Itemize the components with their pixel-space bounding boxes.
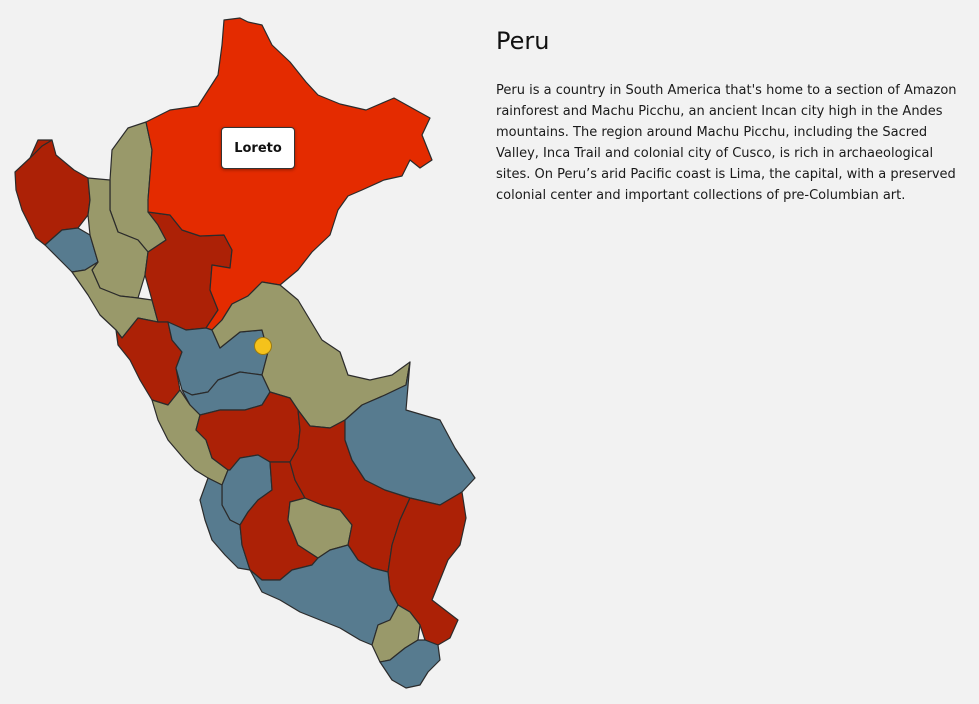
country-title: Peru <box>496 27 550 55</box>
region-madre-de-dios[interactable] <box>344 361 476 506</box>
region-tooltip: Loreto <box>221 127 295 169</box>
peru-map-svg <box>14 17 476 689</box>
capital-marker[interactable] <box>254 337 272 355</box>
region-tumbes[interactable] <box>29 139 53 159</box>
region-arequipa[interactable] <box>249 544 399 646</box>
region-tacna[interactable] <box>379 639 441 689</box>
peru-map: Loreto <box>14 17 476 689</box>
country-info-panel: Peru Peru is a country in South America … <box>496 24 966 206</box>
country-description: Peru is a country in South America that'… <box>496 83 957 203</box>
region-loreto[interactable] <box>145 17 433 331</box>
